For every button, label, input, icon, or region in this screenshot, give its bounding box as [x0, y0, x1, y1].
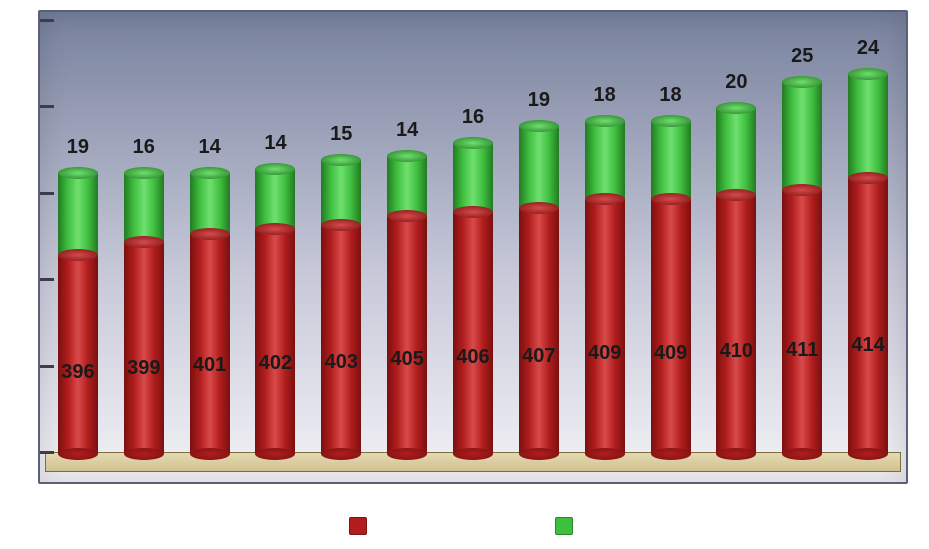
bar-value-a: 406	[456, 346, 489, 369]
bar-value-b: 16	[133, 136, 155, 159]
bar-value-a: 407	[522, 345, 555, 368]
bar-segment-b: 15	[321, 160, 361, 225]
bar-value-a: 403	[325, 351, 358, 374]
legend-item-a	[349, 517, 375, 535]
y-tick	[40, 451, 54, 454]
y-tick	[40, 192, 54, 195]
bar-value-a: 414	[851, 334, 884, 357]
bar-segment-a: 399	[124, 242, 164, 454]
bar-value-a: 405	[390, 348, 423, 371]
bar-value-a: 411	[786, 339, 818, 362]
bar-segment-a: 402	[255, 229, 295, 454]
bar: 411 25	[782, 82, 822, 454]
bar-segment-a: 414	[848, 178, 888, 454]
bar-segment-b: 18	[651, 121, 691, 199]
bar-value-a: 402	[259, 352, 292, 375]
bar-segment-b: 20	[716, 108, 756, 194]
bar-segment-b: 14	[387, 156, 427, 216]
bar-value-a: 399	[127, 357, 160, 380]
bar-value-b: 25	[791, 45, 813, 68]
bar-segment-a: 403	[321, 225, 361, 454]
bar: 409 18	[651, 121, 691, 454]
bar: 407 19	[519, 126, 559, 454]
legend	[0, 517, 929, 535]
bar-value-b: 24	[857, 37, 879, 60]
y-tick	[40, 19, 54, 22]
bar-segment-a: 401	[190, 234, 230, 454]
bar-value-a: 409	[654, 342, 687, 365]
bar: 406 16	[453, 143, 493, 454]
bar-value-b: 14	[264, 132, 286, 155]
bar: 402 14	[255, 169, 295, 454]
bar-segment-b: 19	[58, 173, 98, 255]
bar-value-b: 19	[528, 89, 550, 112]
bar-value-a: 401	[193, 354, 226, 377]
bar-segment-a: 407	[519, 208, 559, 454]
bar-segment-b: 25	[782, 82, 822, 190]
bar-segment-a: 396	[58, 255, 98, 454]
bar: 401 14	[190, 173, 230, 454]
legend-swatch-b	[555, 517, 573, 535]
bar-value-b: 15	[330, 123, 352, 146]
y-tick	[40, 105, 54, 108]
bar-segment-b: 18	[585, 121, 625, 199]
bar-segment-a: 406	[453, 212, 493, 454]
bar-segment-b: 24	[848, 74, 888, 178]
bar-segment-a: 411	[782, 190, 822, 454]
bar-value-b: 14	[396, 119, 418, 142]
bar-value-b: 14	[198, 136, 220, 159]
bar-value-a: 409	[588, 342, 621, 365]
bar-value-b: 19	[67, 136, 89, 159]
bar-value-a: 410	[720, 340, 753, 363]
plot-area: 396 19 399 16 401 14 402 14 403 15 405 14 406 16 407 19…	[38, 10, 908, 484]
bar-segment-b: 16	[453, 143, 493, 212]
chart-container: 396 19 399 16 401 14 402 14 403 15 405 14 406 16 407 19…	[0, 0, 929, 549]
bar-segment-a: 405	[387, 216, 427, 454]
bar: 414 24	[848, 74, 888, 454]
bar: 399 16	[124, 173, 164, 454]
y-tick	[40, 365, 54, 368]
bar-value-b: 20	[725, 71, 747, 94]
bar: 396 19	[58, 173, 98, 454]
bar-segment-b: 14	[190, 173, 230, 233]
legend-swatch-a	[349, 517, 367, 535]
bar-segment-b: 16	[124, 173, 164, 242]
bar-value-b: 18	[594, 84, 616, 107]
bar-segment-a: 410	[716, 195, 756, 454]
bars-group: 396 19 399 16 401 14 402 14 403 15 405 14 406 16 407 19…	[45, 22, 901, 454]
bar-segment-a: 409	[651, 199, 691, 454]
bar: 409 18	[585, 121, 625, 454]
bar: 410 20	[716, 108, 756, 454]
y-tick	[40, 278, 54, 281]
bar-segment-b: 14	[255, 169, 295, 229]
bar-segment-b: 19	[519, 126, 559, 208]
bar-value-b: 16	[462, 106, 484, 129]
bar: 405 14	[387, 156, 427, 454]
bar: 403 15	[321, 160, 361, 454]
bar-segment-a: 409	[585, 199, 625, 454]
legend-item-b	[555, 517, 581, 535]
bar-value-b: 18	[659, 84, 681, 107]
bar-value-a: 396	[61, 361, 94, 384]
